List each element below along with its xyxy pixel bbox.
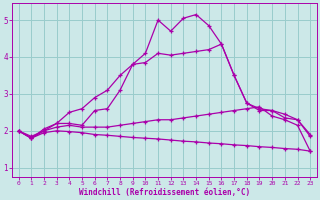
- X-axis label: Windchill (Refroidissement éolien,°C): Windchill (Refroidissement éolien,°C): [79, 188, 250, 197]
